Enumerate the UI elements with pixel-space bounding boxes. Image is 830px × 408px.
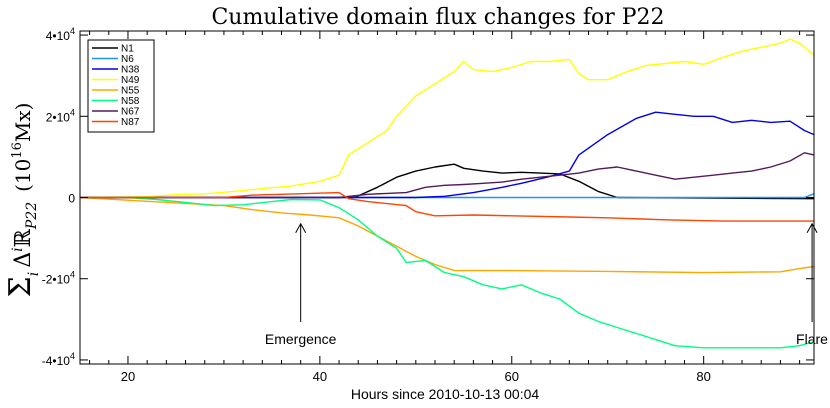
series-line-n38 [80, 111, 815, 199]
legend-label-n1: N1 [121, 44, 134, 55]
chart-title: Cumulative domain flux changes for P22 [211, 5, 664, 30]
y-tick-label: 4•104 [46, 26, 75, 43]
x-tick-label: 40 [313, 369, 327, 384]
annotation-arrowhead-0 [295, 222, 307, 234]
legend-label-n55: N55 [121, 86, 140, 97]
y-label-sup-i: i [10, 247, 26, 251]
y-tick-label: -4•104 [42, 351, 75, 368]
series-line-n55 [79, 196, 815, 274]
annotation-label-flare: Flare [796, 331, 828, 347]
legend-label-n67: N67 [121, 107, 140, 118]
series-line-n1 [80, 163, 815, 200]
plot-area: 20 40 60 80 4•104 2•104 0 -2•104 -4•104 Emergence… [42, 26, 828, 384]
legend-label-n87: N87 [121, 117, 140, 128]
y-tick-label: 2•104 [46, 107, 75, 124]
series-line-n49 [79, 38, 815, 199]
y-label-units-exp: 16 [10, 142, 25, 159]
y-label-r: ℝ [11, 228, 36, 247]
legend-label-n38: N38 [121, 65, 140, 76]
series-line-n67 [80, 152, 815, 199]
y-label-sub-i: i [26, 272, 42, 276]
svg-text:ΣiΔiℝP22(1016Mx): ΣiΔiℝP22(1016Mx) [3, 103, 42, 298]
x-tick-label: 60 [505, 369, 519, 384]
x-axis-label: Hours since 2010-10-13 00:04 [351, 386, 540, 402]
legend-label-n58: N58 [121, 96, 140, 107]
y-label-sub-p22: P22 [24, 202, 40, 230]
y-label-sigma: Σ [3, 276, 38, 297]
series-line-n58 [80, 196, 815, 349]
annotation-arrowhead-1 [806, 222, 818, 234]
x-tick-label: 20 [121, 369, 135, 384]
y-axis-label: ΣiΔiℝP22(1016Mx) [3, 103, 42, 298]
legend-label-n6: N6 [121, 54, 134, 65]
x-tick-label: 80 [696, 369, 710, 384]
y-label-delta: Δ [11, 252, 36, 268]
y-tick-label: -2•104 [42, 270, 75, 287]
legend-box [87, 39, 155, 133]
legend-label-n49: N49 [121, 75, 140, 86]
annotation-label-emergence: Emergence [265, 331, 337, 347]
y-label-units-mx: Mx) [11, 103, 35, 143]
y-tick-label: 0 [68, 192, 75, 206]
series-line-n87 [80, 191, 814, 222]
y-label-units: (10 [11, 159, 35, 192]
